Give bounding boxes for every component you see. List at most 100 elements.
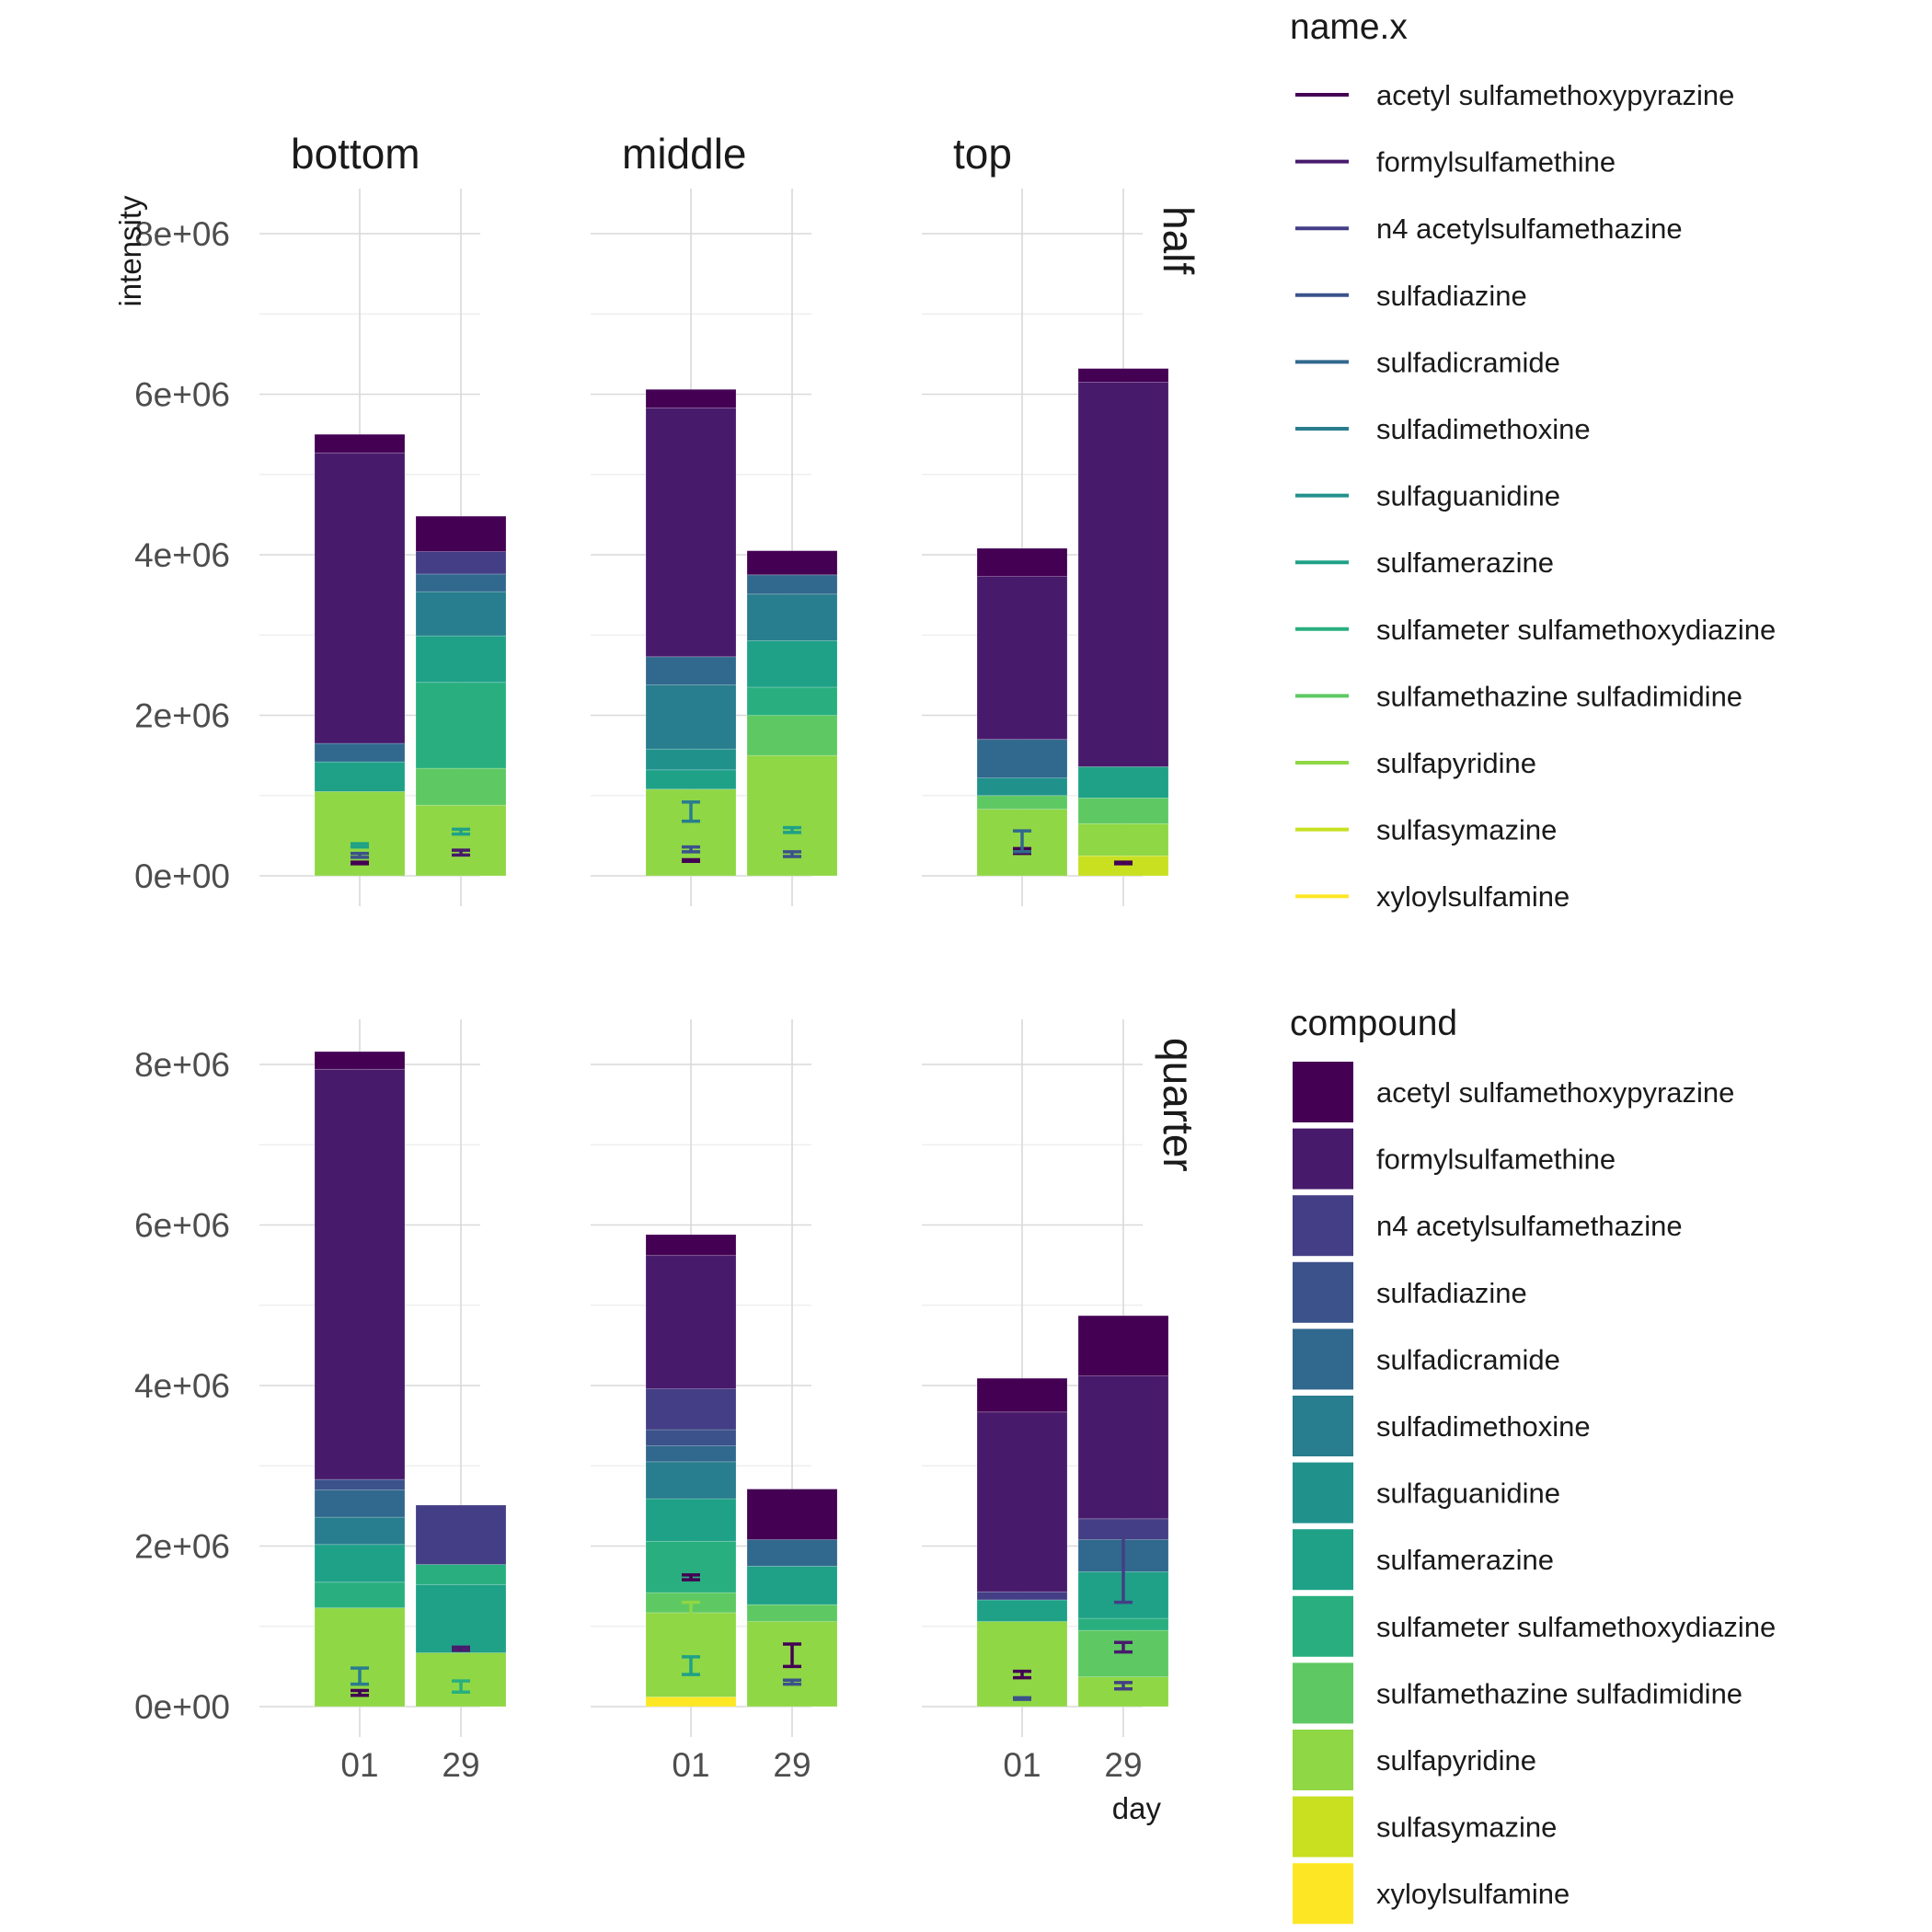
legend-compound-item-xyloylsulfamine: xyloylsulfamine (1293, 1863, 1570, 1925)
legend-compound-label: n4 acetylsulfamethazine (1376, 1210, 1683, 1242)
legend-name-x-item-sulfaguanidine: sulfaguanidine (1295, 480, 1560, 512)
legend-name-x-item-sulfapyridine: sulfapyridine (1295, 747, 1536, 779)
legend-name-x-label: acetyl sulfamethoxypyrazine (1376, 79, 1734, 111)
legend-compound-item-sulfapyridine: sulfapyridine (1293, 1730, 1536, 1790)
bar-segment-sulfadicramide (314, 742, 406, 763)
errorbar-formylsulfamethine (1114, 1640, 1133, 1654)
bar-segment-sulfamethazine-sulfadimidine (415, 767, 507, 806)
bar-segment-n4-acetylsulfamethazine (415, 551, 507, 575)
bar-segment-acetyl-sulfamethoxypyrazine (1077, 368, 1169, 383)
bar-segment-acetyl-sulfamethoxypyrazine (645, 1234, 737, 1257)
bar-segment-acetyl-sulfamethoxypyrazine (746, 1489, 838, 1540)
legend-compound-item-sulfadicramide: sulfadicramide (1293, 1328, 1560, 1390)
legend-compound-label: formylsulfamethine (1376, 1144, 1616, 1176)
bar-segment-n4-acetylsulfamethazine (976, 1591, 1068, 1601)
legend-fill-key (1293, 1863, 1353, 1925)
legend-name-x-label: sulfameter sulfamethoxydiazine (1376, 614, 1776, 646)
errorbar-sulfamerazine (783, 825, 801, 834)
legend-compound-label: sulfamethazine sulfadimidine (1376, 1677, 1742, 1709)
y-tick-label: 6e+06 (134, 376, 230, 414)
bar-segment-sulfadimethoxine (415, 591, 507, 637)
y-tick-label: 0e+00 (134, 857, 230, 895)
errorbar-n4-acetylsulfamethazine (1114, 1526, 1133, 1604)
errorbar-n4-acetylsulfamethazine (1114, 1681, 1133, 1691)
bar-segment-sulfameter-sulfamethoxydiazine (314, 1581, 406, 1609)
errorbar-sulfamerazine (452, 827, 470, 836)
bar-segment-sulfadiazine (314, 1478, 406, 1490)
bar-segment-sulfamerazine (314, 761, 406, 792)
errorbar-sulfadiazine (783, 1678, 801, 1686)
legend-compound-item-acetyl-sulfamethoxypyrazine: acetyl sulfamethoxypyrazine (1293, 1062, 1734, 1122)
bar-segment-n4-acetylsulfamethazine (645, 1388, 737, 1431)
legend-compound-item-sulfadimethoxine: sulfadimethoxine (1293, 1396, 1591, 1456)
facet-label-top: top (953, 130, 1012, 178)
legend-name-x-label: sulfamethazine sulfadimidine (1376, 680, 1742, 712)
bar-segment-sulfamerazine (746, 639, 838, 688)
legend-compound-label: acetyl sulfamethoxypyrazine (1376, 1076, 1734, 1109)
errorbar-acetyl-sulfamethoxypyrazine (682, 857, 700, 864)
legend-compound-item-sulfamethazine-sulfadimidine: sulfamethazine sulfadimidine (1293, 1662, 1742, 1724)
panel-half-top: top (922, 130, 1169, 906)
errorbar-sulfadiazine (351, 851, 369, 859)
bar-segment-sulfamerazine (314, 1544, 406, 1583)
y-tick-label: 0e+00 (134, 1688, 230, 1726)
errorbar-acetyl-sulfamethoxypyrazine (351, 860, 369, 866)
bar-segment-sulfadicramide (415, 573, 507, 592)
errorbar-sulfadiazine (682, 845, 700, 854)
bar-segment-sulfameter-sulfamethoxydiazine (645, 1540, 737, 1593)
bar-segment-sulfameter-sulfamethoxydiazine (746, 686, 838, 716)
bar-segment-sulfadicramide (746, 574, 838, 595)
bar-segment-sulfadimethoxine (314, 1516, 406, 1546)
legend-compound-label: sulfadimethoxine (1376, 1410, 1591, 1443)
bar-segment-formylsulfamethine (314, 452, 406, 744)
facet-label-half: half (1155, 206, 1202, 274)
x-tick-label-29: 29 (773, 1746, 811, 1784)
errorbar-acetyl-sulfamethoxypyrazine (682, 1573, 700, 1581)
bar-segment-sulfameter-sulfamethoxydiazine (415, 1564, 507, 1585)
facet-label-middle: middle (622, 130, 747, 178)
bar-segment-sulfadiazine (645, 1429, 737, 1446)
bar-segment-sulfamerazine (645, 1498, 737, 1542)
bar-segment-sulfaguanidine (976, 777, 1068, 797)
legend-compound-label: sulfadicramide (1376, 1343, 1560, 1375)
legend-compound-label: sulfamerazine (1376, 1544, 1554, 1576)
bar-segment-sulfapyridine (645, 1612, 737, 1697)
errorbar-sulfadimethoxine (351, 1666, 369, 1686)
bar-segment-acetyl-sulfamethoxypyrazine (314, 433, 406, 454)
legend-name-x-label: sulfadimethoxine (1376, 413, 1591, 445)
errorbar-sulfamerazine (351, 842, 369, 849)
legend-name-x-item-sulfadicramide: sulfadicramide (1295, 346, 1560, 378)
bar-segment-sulfameter-sulfamethoxydiazine (415, 682, 507, 769)
legend-fill-key (1293, 1195, 1353, 1257)
legend-compound-label: sulfameter sulfamethoxydiazine (1376, 1611, 1776, 1643)
bar-segment-formylsulfamethine (1077, 1375, 1169, 1520)
bar-segment-acetyl-sulfamethoxypyrazine (645, 388, 737, 408)
y-tick-labels-half: 0e+00 2e+06 4e+06 6e+06 8e+06 (134, 215, 230, 895)
legend-compound-item-sulfadiazine: sulfadiazine (1293, 1261, 1527, 1323)
legend-name-x-item-n4-acetylsulfamethazine: n4 acetylsulfamethazine (1295, 213, 1683, 245)
bar-segment-sulfadicramide (976, 739, 1068, 778)
legend-fill-key (1293, 1730, 1353, 1790)
legend-name-x: name.x acetyl sulfamethoxypyrazine formyl… (1290, 7, 1776, 913)
legend-compound-item-sulfaguanidine: sulfaguanidine (1293, 1462, 1560, 1524)
bar-segment-sulfapyridine (976, 1621, 1068, 1708)
legend-name-x-item-sulfadimethoxine: sulfadimethoxine (1295, 413, 1591, 445)
panel-quarter-middle: 01 29 (591, 1019, 838, 1784)
bar-segment-n4-acetylsulfamethazine (415, 1504, 507, 1565)
panel-quarter-top: 01 29 (922, 1019, 1169, 1784)
legend-fill-key (1293, 1796, 1353, 1857)
legend-name-x-label: formylsulfamethine (1376, 146, 1616, 178)
chart-labels: intensity day (113, 195, 1161, 1825)
legend-name-x-label: sulfaguanidine (1376, 480, 1560, 512)
legend-compound-item-sulfasymazine: sulfasymazine (1293, 1796, 1557, 1857)
bar-segment-sulfadicramide (746, 1539, 838, 1567)
legend-fill-key (1293, 1062, 1353, 1122)
panel-half-middle: middle (591, 130, 838, 906)
bar-segment-sulfamerazine (415, 635, 507, 684)
y-tick-label: 4e+06 (134, 1367, 230, 1405)
legend-name-x-title: name.x (1290, 7, 1408, 47)
legend-name-x-item-xyloylsulfamine: xyloylsulfamine (1295, 880, 1570, 913)
bar-segment-acetyl-sulfamethoxypyrazine (976, 1377, 1068, 1413)
legend-name-x-item-sulfadiazine: sulfadiazine (1295, 280, 1527, 312)
errorbar-acetyl-sulfamethoxypyrazine (351, 1688, 369, 1697)
